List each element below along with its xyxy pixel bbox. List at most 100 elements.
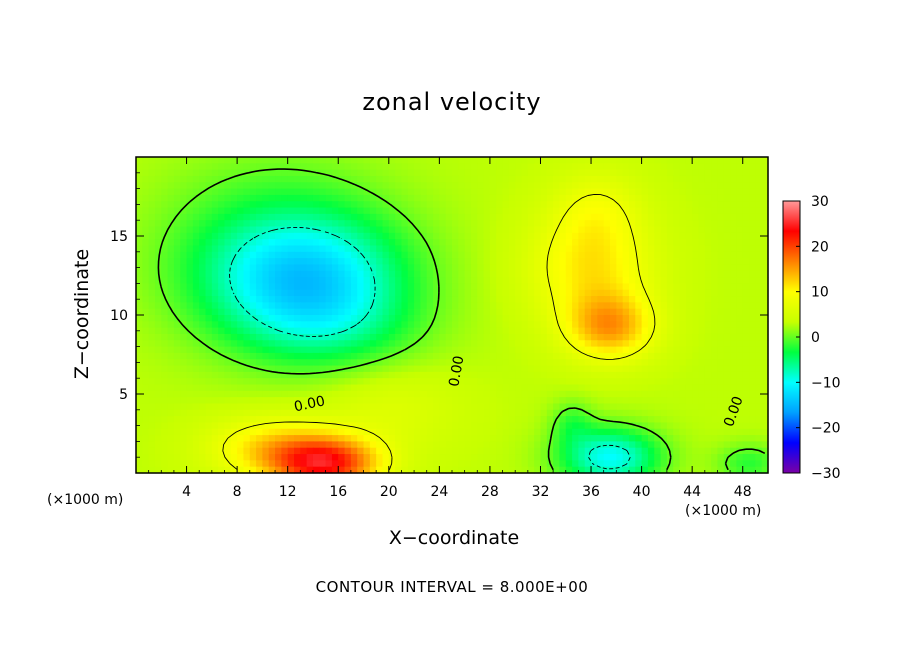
- heatmap-cell: [186, 447, 194, 455]
- heatmap-cell: [730, 346, 737, 354]
- heatmap-cell: [521, 390, 529, 398]
- heatmap-cell: [388, 321, 396, 329]
- heatmap-cell: [186, 232, 194, 240]
- heatmap-cell: [331, 251, 339, 259]
- heatmap-cell: [698, 371, 706, 379]
- heatmap-cell: [578, 422, 586, 430]
- heatmap-cell: [142, 213, 150, 221]
- heatmap-cell: [281, 169, 289, 177]
- heatmap-cell: [275, 270, 282, 278]
- heatmap-cell: [218, 270, 226, 278]
- heatmap-cell: [325, 220, 333, 228]
- heatmap-cell: [294, 435, 301, 442]
- heatmap-cell: [666, 283, 674, 291]
- heatmap-cell: [679, 296, 687, 303]
- heatmap-cell: [268, 454, 276, 461]
- heatmap-cell: [452, 327, 459, 335]
- heatmap-cell: [635, 207, 643, 215]
- heatmap-cell: [433, 169, 440, 177]
- heatmap-cell: [616, 352, 624, 360]
- heatmap-cell: [685, 157, 693, 164]
- heatmap-cell: [578, 220, 586, 228]
- heatmap-cell: [635, 201, 643, 209]
- heatmap-cell: [540, 169, 548, 177]
- heatmap-cell: [439, 321, 447, 329]
- heatmap-cell: [761, 289, 769, 297]
- heatmap-cell: [515, 321, 523, 329]
- heatmap-cell: [369, 251, 377, 259]
- heatmap-cell: [395, 409, 403, 417]
- heatmap-cell: [654, 403, 662, 411]
- heatmap-cell: [426, 232, 434, 240]
- heatmap-cell: [445, 466, 453, 474]
- heatmap-cell: [692, 454, 700, 461]
- heatmap-cell: [502, 359, 510, 367]
- heatmap-cell: [426, 460, 434, 468]
- heatmap-cell: [218, 220, 226, 228]
- heatmap-cell: [559, 296, 567, 303]
- heatmap-cell: [205, 359, 213, 367]
- heatmap-cell: [281, 157, 289, 164]
- heatmap-cell: [300, 194, 308, 202]
- heatmap-cell: [407, 466, 415, 474]
- heatmap-cell: [692, 422, 700, 430]
- heatmap-cell: [711, 441, 719, 449]
- heatmap-cell: [477, 264, 485, 272]
- heatmap-cell: [331, 397, 339, 405]
- heatmap-cell: [496, 460, 504, 468]
- heatmap-cell: [679, 245, 687, 253]
- heatmap-cell: [142, 466, 150, 474]
- heatmap-cell: [338, 397, 346, 405]
- heatmap-cell: [761, 416, 769, 424]
- heatmap-cell: [420, 460, 428, 468]
- heatmap-cell: [603, 296, 611, 303]
- heatmap-cell: [502, 201, 510, 209]
- heatmap-cell: [730, 321, 737, 329]
- heatmap-cell: [521, 333, 529, 341]
- heatmap-cell: [363, 403, 371, 411]
- heatmap-cell: [464, 422, 472, 430]
- heatmap-cell: [502, 352, 510, 360]
- heatmap-cell: [584, 422, 592, 430]
- heatmap-cell: [173, 365, 181, 373]
- heatmap-cell: [325, 289, 333, 297]
- heatmap-cell: [357, 194, 365, 202]
- heatmap-cell: [142, 346, 150, 354]
- heatmap-cell: [136, 157, 143, 164]
- heatmap-cell: [205, 384, 213, 392]
- heatmap-cell: [433, 226, 440, 234]
- heatmap-cell: [205, 270, 213, 278]
- heatmap-cell: [553, 435, 561, 442]
- heatmap-cell: [148, 169, 156, 177]
- heatmap-cell: [616, 264, 624, 272]
- heatmap-cell: [572, 466, 579, 474]
- heatmap-cell: [673, 371, 681, 379]
- heatmap-cell: [306, 283, 314, 291]
- heatmap-cell: [199, 163, 207, 171]
- heatmap-cell: [559, 201, 567, 209]
- heatmap-cell: [730, 277, 737, 284]
- heatmap-cell: [464, 270, 472, 278]
- heatmap-cell: [477, 441, 485, 449]
- heatmap-cell: [660, 352, 668, 360]
- heatmap-cell: [502, 213, 510, 221]
- heatmap-cell: [660, 365, 668, 373]
- heatmap-cell: [136, 460, 143, 468]
- heatmap-cell: [218, 289, 226, 297]
- heatmap-cell: [452, 220, 459, 228]
- heatmap-cell: [489, 283, 497, 291]
- heatmap-cell: [730, 201, 737, 209]
- heatmap-cell: [711, 226, 719, 234]
- heatmap-cell: [294, 258, 301, 266]
- heatmap-cell: [167, 213, 175, 221]
- heatmap-cell: [597, 289, 605, 297]
- heatmap-cell: [180, 403, 188, 411]
- heatmap-cell: [761, 340, 769, 348]
- heatmap-cell: [603, 194, 611, 202]
- heatmap-cell: [540, 258, 548, 266]
- heatmap-cell: [420, 315, 428, 322]
- heatmap-cell: [730, 365, 737, 373]
- heatmap-cell: [591, 352, 598, 360]
- heatmap-cell: [553, 340, 561, 348]
- heatmap-cell: [382, 163, 390, 171]
